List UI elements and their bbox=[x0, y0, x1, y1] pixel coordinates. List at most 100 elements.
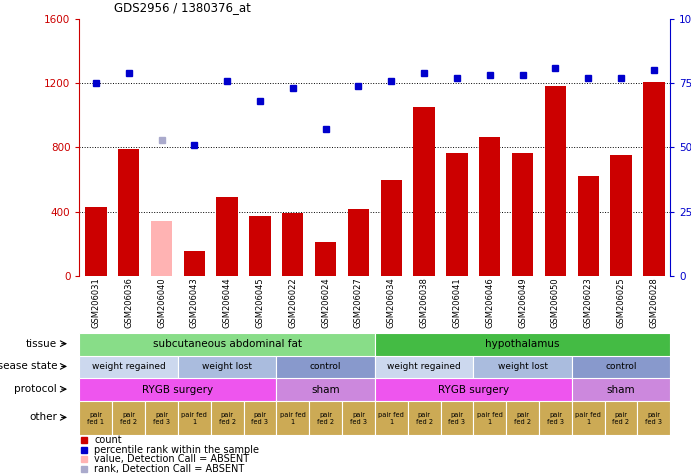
Text: GSM206022: GSM206022 bbox=[288, 277, 297, 328]
Text: pair
fed 3: pair fed 3 bbox=[645, 411, 663, 425]
Text: weight regained: weight regained bbox=[387, 363, 461, 371]
Bar bbox=[79, 333, 375, 356]
Text: GSM206028: GSM206028 bbox=[650, 277, 659, 328]
Text: pair
fed 2: pair fed 2 bbox=[120, 411, 138, 425]
Text: GSM206043: GSM206043 bbox=[190, 277, 199, 328]
Text: GSM206034: GSM206034 bbox=[387, 277, 396, 328]
Text: GSM206041: GSM206041 bbox=[453, 277, 462, 328]
Text: GSM206038: GSM206038 bbox=[419, 277, 428, 328]
Bar bbox=[610, 155, 632, 276]
Text: pair fed
1: pair fed 1 bbox=[477, 411, 502, 425]
Bar bbox=[375, 356, 473, 378]
Bar bbox=[637, 401, 670, 435]
Text: weight lost: weight lost bbox=[202, 363, 252, 371]
Text: pair fed
1: pair fed 1 bbox=[379, 411, 404, 425]
Bar bbox=[243, 401, 276, 435]
Bar bbox=[309, 401, 342, 435]
Bar bbox=[118, 149, 140, 276]
Bar bbox=[79, 401, 112, 435]
Text: subcutaneous abdominal fat: subcutaneous abdominal fat bbox=[153, 339, 302, 349]
Text: GSM206049: GSM206049 bbox=[518, 277, 527, 328]
Text: value, Detection Call = ABSENT: value, Detection Call = ABSENT bbox=[94, 455, 249, 465]
Text: tissue: tissue bbox=[26, 338, 57, 349]
Bar bbox=[375, 333, 670, 356]
Bar bbox=[276, 356, 375, 378]
Bar bbox=[79, 378, 276, 401]
Text: RYGB surgery: RYGB surgery bbox=[142, 384, 214, 395]
Text: GSM206036: GSM206036 bbox=[124, 277, 133, 328]
Text: pair fed
1: pair fed 1 bbox=[576, 411, 601, 425]
Bar bbox=[512, 153, 533, 276]
Bar bbox=[413, 107, 435, 276]
Text: GSM206044: GSM206044 bbox=[223, 277, 231, 328]
Text: GSM206025: GSM206025 bbox=[616, 277, 625, 328]
Bar bbox=[145, 401, 178, 435]
Bar bbox=[85, 207, 106, 276]
Bar bbox=[178, 356, 276, 378]
Bar bbox=[473, 356, 571, 378]
Text: GSM206024: GSM206024 bbox=[321, 277, 330, 328]
Bar bbox=[249, 217, 271, 276]
Text: GSM206027: GSM206027 bbox=[354, 277, 363, 328]
Text: weight lost: weight lost bbox=[498, 363, 547, 371]
Text: disease state: disease state bbox=[0, 361, 57, 372]
Bar bbox=[375, 401, 408, 435]
Bar bbox=[539, 401, 571, 435]
Text: RYGB surgery: RYGB surgery bbox=[438, 384, 509, 395]
Text: other: other bbox=[29, 412, 57, 422]
Text: GSM206031: GSM206031 bbox=[91, 277, 100, 328]
Text: count: count bbox=[94, 435, 122, 445]
Bar bbox=[315, 242, 337, 276]
Text: pair fed
1: pair fed 1 bbox=[280, 411, 305, 425]
Bar bbox=[348, 209, 369, 276]
Bar bbox=[276, 378, 375, 401]
Bar bbox=[473, 401, 506, 435]
Text: pair
fed 2: pair fed 2 bbox=[218, 411, 236, 425]
Bar bbox=[151, 221, 172, 276]
Bar bbox=[211, 401, 243, 435]
Text: hypothalamus: hypothalamus bbox=[485, 339, 560, 349]
Bar bbox=[178, 401, 211, 435]
Bar bbox=[506, 401, 539, 435]
Bar bbox=[571, 401, 605, 435]
Text: control: control bbox=[310, 363, 341, 371]
Bar bbox=[408, 401, 440, 435]
Text: pair
fed 3: pair fed 3 bbox=[448, 411, 466, 425]
Bar bbox=[381, 180, 402, 276]
Text: percentile rank within the sample: percentile rank within the sample bbox=[94, 445, 259, 455]
Text: GSM206040: GSM206040 bbox=[157, 277, 166, 328]
Text: pair
fed 3: pair fed 3 bbox=[153, 411, 170, 425]
Text: pair
fed 3: pair fed 3 bbox=[547, 411, 564, 425]
Bar bbox=[545, 86, 566, 276]
Text: GSM206045: GSM206045 bbox=[256, 277, 265, 328]
Text: GDS2956 / 1380376_at: GDS2956 / 1380376_at bbox=[114, 1, 251, 14]
Text: pair fed
1: pair fed 1 bbox=[182, 411, 207, 425]
Text: pair
fed 3: pair fed 3 bbox=[252, 411, 269, 425]
Text: sham: sham bbox=[607, 384, 635, 395]
Bar bbox=[446, 153, 468, 276]
Text: pair
fed 2: pair fed 2 bbox=[612, 411, 630, 425]
Text: pair
fed 2: pair fed 2 bbox=[317, 411, 334, 425]
Bar bbox=[571, 356, 670, 378]
Text: GSM206023: GSM206023 bbox=[584, 277, 593, 328]
Bar bbox=[479, 137, 500, 276]
Bar bbox=[605, 401, 637, 435]
Bar bbox=[276, 401, 309, 435]
Bar bbox=[79, 356, 178, 378]
Bar bbox=[342, 401, 375, 435]
Bar bbox=[571, 378, 670, 401]
Bar bbox=[578, 176, 599, 276]
Text: pair
fed 2: pair fed 2 bbox=[415, 411, 433, 425]
Bar bbox=[184, 251, 205, 276]
Text: GSM206050: GSM206050 bbox=[551, 277, 560, 328]
Text: protocol: protocol bbox=[15, 384, 57, 394]
Text: GSM206046: GSM206046 bbox=[485, 277, 494, 328]
Text: pair
fed 1: pair fed 1 bbox=[87, 411, 104, 425]
Text: sham: sham bbox=[312, 384, 340, 395]
Text: rank, Detection Call = ABSENT: rank, Detection Call = ABSENT bbox=[94, 464, 245, 474]
Bar bbox=[112, 401, 145, 435]
Bar bbox=[216, 197, 238, 276]
Bar bbox=[375, 378, 571, 401]
Bar bbox=[282, 213, 303, 276]
Text: control: control bbox=[605, 363, 637, 371]
